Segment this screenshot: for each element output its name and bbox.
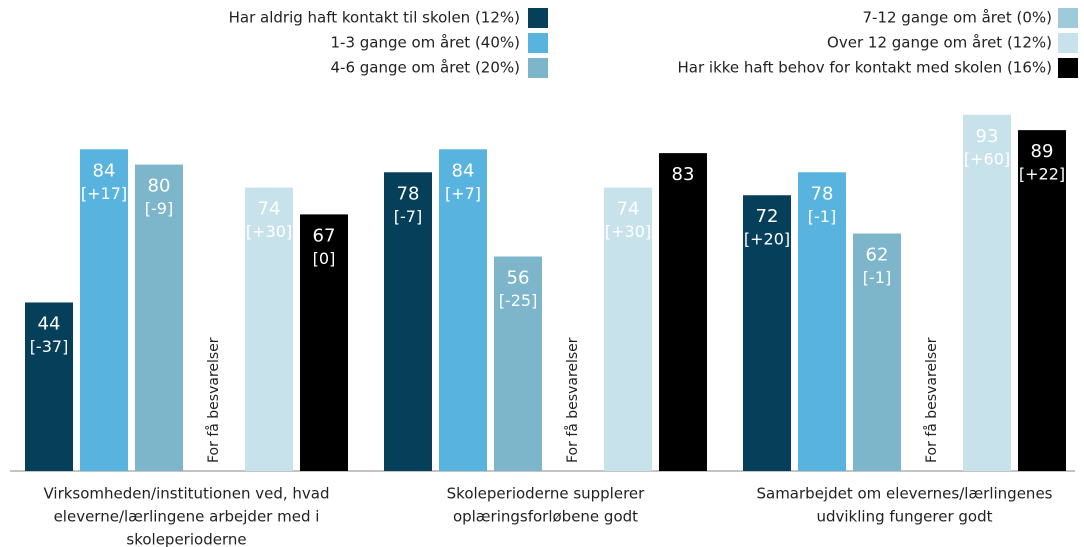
legend-swatch [528, 58, 548, 78]
bar [963, 114, 1011, 471]
legend-swatch [1058, 58, 1078, 78]
change-label: [+30] [605, 222, 651, 241]
legend-swatch [528, 8, 548, 28]
legend-label: Har aldrig haft kontakt til skolen (12%) [229, 9, 520, 27]
category-label: oplæringsforløbene godt [453, 508, 638, 526]
value-label: 74 [617, 199, 640, 220]
change-label: [-7] [394, 207, 422, 226]
change-label: [+60] [964, 149, 1010, 168]
bar [494, 256, 542, 471]
bar [384, 172, 432, 471]
category-label: Samarbejdet om elevernes/lærlingenes [756, 485, 1052, 503]
bar [300, 214, 348, 471]
change-label: [0] [313, 249, 336, 268]
bar [245, 187, 293, 471]
legend-swatch [1058, 33, 1078, 53]
change-label: [-1] [863, 268, 891, 287]
category-label: skoleperioderne [126, 531, 246, 547]
value-label: 78 [397, 183, 420, 204]
bar [853, 233, 901, 471]
change-label: [+20] [744, 230, 790, 249]
category-label: eleverne/lærlingene arbejder med i [54, 508, 320, 526]
bar [439, 149, 487, 471]
category-label: Skoleperioderne supplerer [447, 485, 645, 503]
value-label: 56 [507, 268, 530, 289]
bar [659, 153, 707, 472]
bar [1018, 130, 1066, 471]
legend-swatch [528, 33, 548, 53]
bar [80, 149, 128, 471]
no-data-note: For få besvarelser [205, 337, 222, 463]
category-label: udvikling fungerer godt [816, 508, 992, 526]
legend-label: 1-3 gange om året (40%) [330, 34, 520, 52]
legend-swatch [1058, 8, 1078, 28]
change-label: [+30] [246, 222, 292, 241]
value-label: 72 [756, 206, 779, 227]
value-label: 83 [672, 164, 695, 185]
change-label: [+17] [81, 184, 127, 203]
bar [743, 195, 791, 472]
change-label: [-9] [145, 199, 173, 218]
legend-label: 4-6 gange om året (20%) [330, 59, 520, 77]
bar [798, 172, 846, 471]
value-label: 84 [93, 160, 116, 181]
change-label: [-37] [30, 337, 69, 356]
bar [135, 164, 183, 471]
legend-label: 7-12 gange om året (0%) [862, 9, 1052, 27]
value-label: 89 [1031, 141, 1054, 162]
change-label: [-25] [499, 291, 538, 310]
change-label: [+22] [1019, 165, 1065, 184]
value-label: 80 [148, 176, 171, 197]
no-data-note: For få besvarelser [564, 337, 581, 463]
value-label: 67 [313, 225, 336, 246]
change-label: [-1] [808, 207, 836, 226]
value-label: 93 [976, 126, 999, 147]
bar [25, 302, 73, 471]
value-label: 62 [866, 245, 889, 266]
value-label: 78 [811, 183, 834, 204]
change-label: [+7] [445, 184, 481, 203]
legend-label: Over 12 gange om året (12%) [827, 34, 1052, 52]
no-data-note: For få besvarelser [923, 337, 940, 463]
category-label: Virksomheden/institutionen ved, hvad [43, 485, 329, 503]
legend-label: Har ikke haft behov for kontakt med skol… [678, 59, 1052, 77]
bar [604, 187, 652, 471]
value-label: 84 [452, 160, 475, 181]
value-label: 44 [38, 313, 61, 334]
value-label: 74 [258, 199, 281, 220]
